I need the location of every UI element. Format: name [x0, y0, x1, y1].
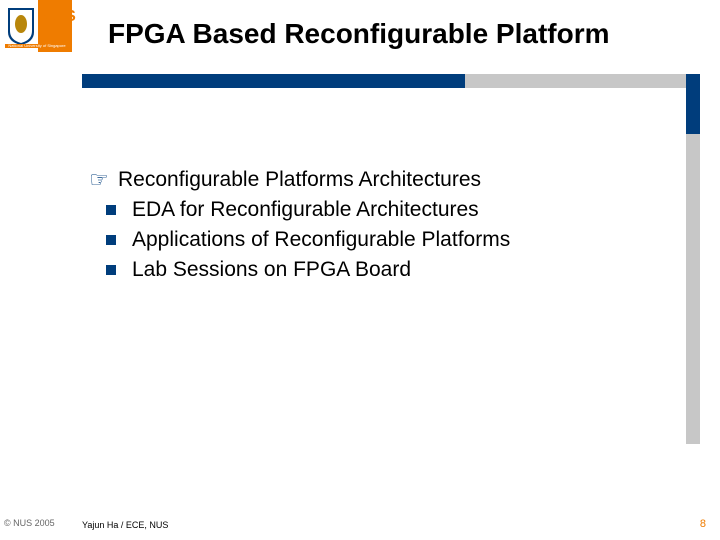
nus-logo-shield [6, 6, 36, 46]
page-title: FPGA Based Reconfigurable Platform [108, 18, 610, 50]
square-bullet-icon [106, 205, 116, 215]
copyright: © NUS 2005 [4, 518, 55, 528]
lead-text: Reconfigurable Platforms Architectures [118, 168, 481, 192]
item-text: EDA for Reconfigurable Architectures [132, 198, 479, 222]
content-area: ☞ Reconfigurable Platforms Architectures… [88, 168, 648, 288]
pointer-icon: ☞ [88, 169, 110, 191]
slide-number: 8 [700, 518, 706, 530]
vertical-bar-inner [686, 74, 700, 134]
list-item: Applications of Reconfigurable Platforms [98, 228, 648, 252]
lead-row: ☞ Reconfigurable Platforms Architectures [88, 168, 648, 192]
list-item: Lab Sessions on FPGA Board [98, 258, 648, 282]
lion-icon [15, 15, 27, 33]
nus-logo-text: NUS [40, 8, 77, 26]
item-text: Lab Sessions on FPGA Board [132, 258, 411, 282]
footer-author: Yajun Ha / ECE, NUS [82, 520, 168, 530]
item-text: Applications of Reconfigurable Platforms [132, 228, 510, 252]
square-bullet-icon [106, 265, 116, 275]
slide: NUS National University of Singapore FPG… [0, 0, 720, 540]
sidebar: NUS National University of Singapore [0, 0, 72, 540]
square-bullet-icon [106, 235, 116, 245]
nus-logo-subtitle: National University of Singapore [5, 44, 69, 48]
horizontal-bar-inner [82, 74, 465, 88]
list-item: EDA for Reconfigurable Architectures [98, 198, 648, 222]
